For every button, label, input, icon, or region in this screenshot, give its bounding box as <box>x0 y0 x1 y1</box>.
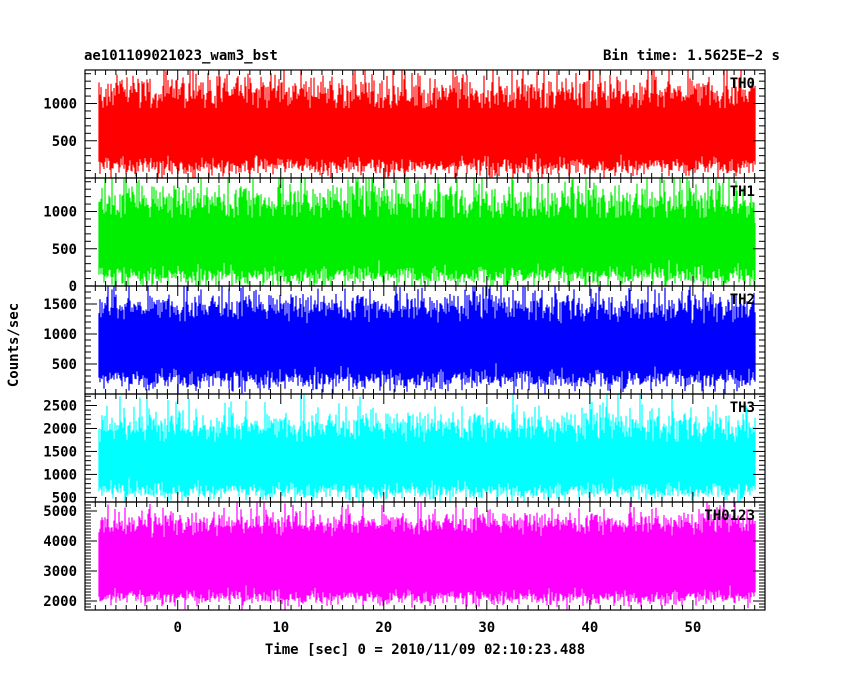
chart-title-right: Bin time: 1.5625E−2 s <box>603 48 780 64</box>
panel-label: TH2 <box>730 292 755 308</box>
series-band-th0 <box>99 108 755 148</box>
series-band-th3 <box>99 441 755 476</box>
y-tick-label: 1500 <box>43 444 77 460</box>
y-tick-label: 5000 <box>43 504 77 520</box>
series-band-th1 <box>99 217 755 257</box>
x-tick-label: 30 <box>478 620 495 636</box>
x-tick-label: 20 <box>375 620 392 636</box>
y-tick-label: 4000 <box>43 534 77 550</box>
x-axis-label: Time [sec] 0 = 2010/11/09 02:10:23.488 <box>265 642 585 658</box>
panel-label: TH0123 <box>704 508 755 524</box>
x-tick-label: 0 <box>174 620 182 636</box>
y-tick-label: 1000 <box>43 327 77 343</box>
y-tick-label: 1000 <box>43 467 77 483</box>
y-tick-label: 500 <box>52 357 77 373</box>
chart-title-left: ae101109021023_wam3_bst <box>84 48 278 64</box>
y-tick-label: 500 <box>52 134 77 150</box>
panel-label: TH3 <box>730 400 755 416</box>
y-tick-label: 2500 <box>43 398 77 414</box>
x-tick-label: 50 <box>684 620 701 636</box>
y-axis-label: Counts/sec <box>6 303 22 387</box>
x-tick-label: 10 <box>272 620 289 636</box>
panel-th3: 500 1000 1500 2000 2500 TH3 <box>43 393 766 506</box>
panel-th2: 500 1000 1500 TH2 <box>43 285 766 395</box>
x-tick-label: 40 <box>581 620 598 636</box>
panel-th0123: 2000 3000 4000 5000 TH0123 <box>43 501 766 611</box>
y-tick-label: 1000 <box>43 205 77 221</box>
y-tick-label: 1500 <box>43 297 77 313</box>
y-tick-label: 2000 <box>43 594 77 610</box>
panel-th1: 0 500 1000 TH1 <box>43 177 766 295</box>
series-band-th2 <box>99 323 755 362</box>
y-tick-label: 2000 <box>43 421 77 437</box>
y-tick-label: 500 <box>52 490 77 506</box>
panel-label: TH1 <box>730 184 755 200</box>
y-tick-label: 3000 <box>43 564 77 580</box>
panel-th0: 500 1000 TH0 <box>43 69 766 179</box>
y-tick-label: 500 <box>52 242 77 258</box>
y-tick-label: 1000 <box>43 97 77 113</box>
panel-label: TH0 <box>730 76 755 92</box>
y-tick-label: 0 <box>69 279 77 295</box>
series-band-th0123 <box>99 539 755 579</box>
